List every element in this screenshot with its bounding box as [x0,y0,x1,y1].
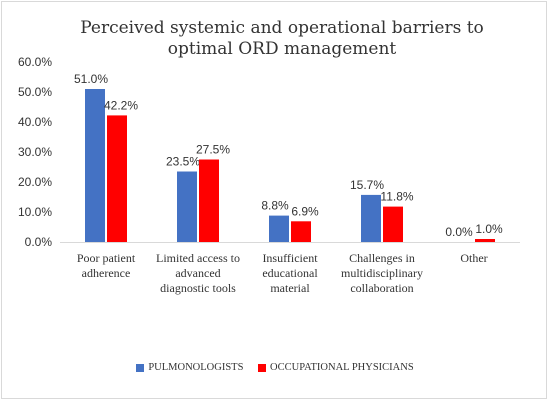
y-tick-label: 40.0% [18,115,52,129]
category-label: Limited access to [156,251,240,265]
data-label: 51.0% [74,72,108,86]
data-label: 8.8% [261,199,289,213]
data-label: 1.0% [475,222,503,236]
legend: PULMONOLOGISTS OCCUPATIONAL PHYSICIANS [0,362,550,375]
legend-swatch-pulmonologists [136,363,145,372]
bar-pulmonologists [177,171,197,242]
bar-occupational-physicians [107,115,127,242]
bar-occupational-physicians [291,221,311,242]
bar-pulmonologists [269,215,289,242]
category-label: educational [262,266,318,280]
bar-occupational-physicians [475,239,495,242]
data-label: 6.9% [291,204,319,218]
category-label: Poor patient [77,251,136,265]
data-label: 0.0% [445,225,473,239]
category-label: multidisciplinary [341,266,423,280]
category-label: advanced [175,266,220,280]
y-tick-label: 0.0% [25,235,53,249]
bar-occupational-physicians [383,206,403,242]
data-label: 23.5% [166,155,200,169]
y-tick-label: 50.0% [18,85,52,99]
data-label: 42.2% [104,98,138,112]
category-label: collaboration [350,281,413,295]
legend-label-occupational-physicians: OCCUPATIONAL PHYSICIANS [270,362,414,373]
data-label: 11.8% [380,190,413,204]
legend-label-pulmonologists: PULMONOLOGISTS [148,362,244,373]
category-label: Other [460,251,487,265]
y-tick-label: 20.0% [18,175,52,189]
data-label: 15.7% [350,178,384,192]
category-label: Insufficient [262,251,318,265]
y-tick-label: 60.0% [18,55,52,69]
bar-occupational-physicians [199,159,219,242]
bar-pulmonologists [361,194,381,242]
category-label: adherence [82,266,131,280]
chart-title: Perceived systemic and operational barri… [80,18,484,59]
legend-item-pulmonologists: PULMONOLOGISTS [136,362,243,373]
data-label: 27.5% [196,143,230,157]
category-label: Challenges in [349,251,415,265]
category-label: diagnostic tools [160,281,236,295]
category-label: material [270,281,310,295]
bar-pulmonologists [85,89,105,242]
legend-item-occupational-physicians: OCCUPATIONAL PHYSICIANS [258,362,414,373]
y-tick-label: 10.0% [18,205,52,219]
y-tick-label: 30.0% [18,145,52,159]
legend-swatch-occupational-physicians [258,363,267,372]
